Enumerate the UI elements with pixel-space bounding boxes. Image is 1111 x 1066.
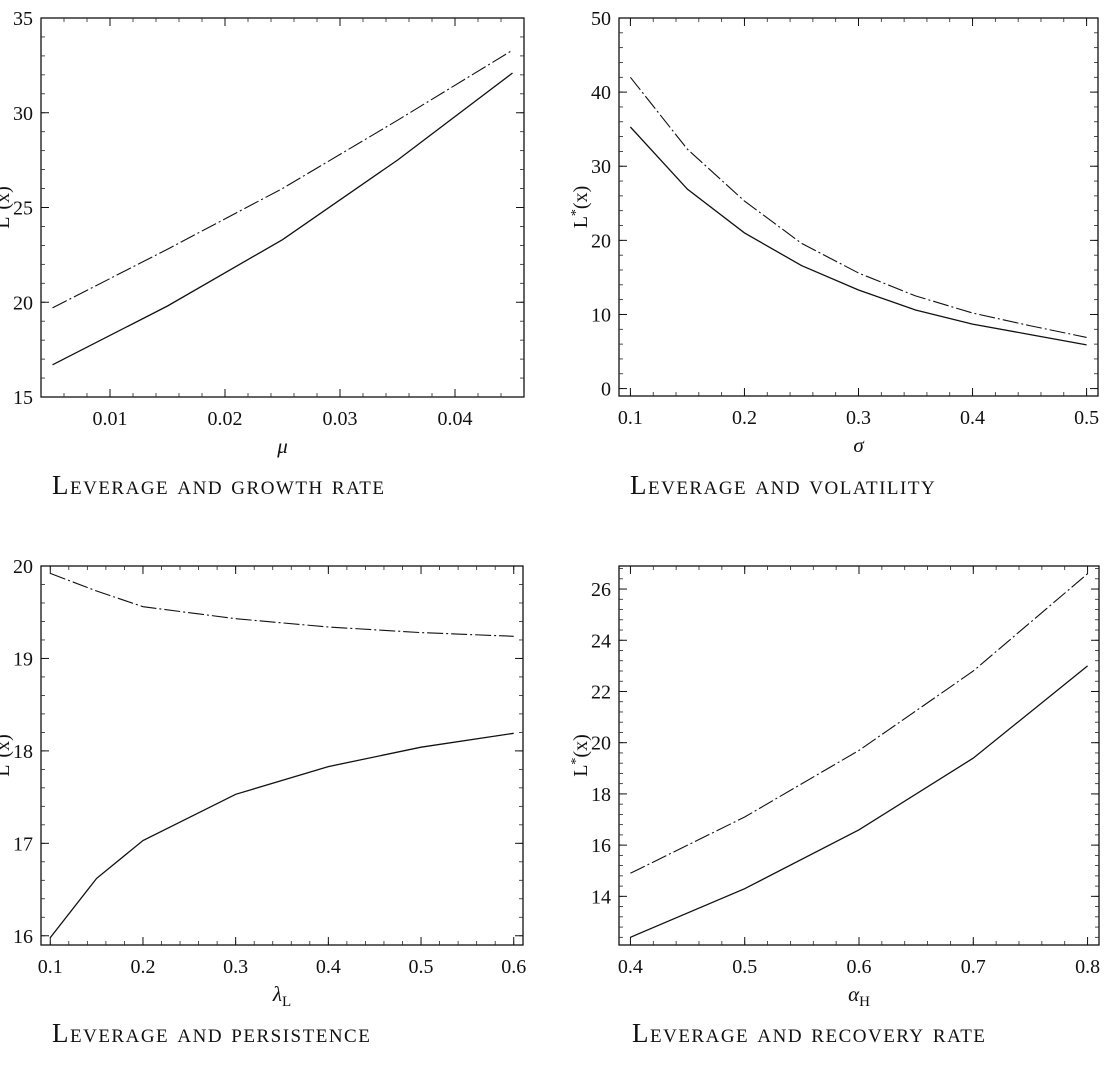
y-tick-label: 17 (13, 833, 33, 855)
y-tick-label: 22 (591, 681, 611, 703)
x-axis-label: σ (853, 433, 865, 457)
series-line-solid (52, 72, 513, 366)
x-tick-label: 0.6 (501, 956, 526, 978)
x-tick-label: 0.5 (732, 956, 757, 978)
series-line-dashed (629, 76, 1087, 338)
y-tick-label: 0 (601, 379, 611, 401)
y-axis-label: L*(x) (0, 734, 14, 777)
y-tick-label: 25 (13, 198, 33, 220)
series-line-dashed (630, 573, 1088, 874)
x-tick-label: 0.7 (961, 956, 986, 978)
caption-panel-3: Leverage and persistence (52, 1018, 372, 1048)
x-axis-label: αH (848, 982, 870, 1010)
x-tick-label: 0.3 (846, 407, 871, 429)
x-tick-label: 0.5 (409, 956, 434, 978)
y-tick-label: 20 (591, 230, 611, 252)
x-tick-label: 0.1 (618, 407, 643, 429)
y-tick-label: 30 (13, 103, 33, 125)
x-tick-label: 0.1 (38, 956, 63, 978)
chart-panel-2: 0.1 0.2 0.3 0.4 0.5 0 10 20 30 40 50 σ L*(x) (569, 8, 1099, 457)
x-tick-label: 0.02 (208, 408, 243, 430)
y-tick-label: 20 (591, 733, 611, 755)
x-tick-label: 0.5 (1074, 407, 1099, 429)
x-tick-label: 0.4 (618, 956, 643, 978)
chart-panel-3: 0.1 0.2 0.3 0.4 0.5 0.6 16 17 18 19 20 λL L*(x) (0, 556, 526, 1010)
series-line-dashed (50, 572, 514, 637)
series-line-solid (629, 126, 1087, 346)
x-tick-label: 0.6 (847, 956, 872, 978)
y-tick-label: 20 (13, 292, 33, 314)
y-axis-label: L*(x) (0, 186, 14, 229)
x-tick-label: 0.4 (316, 956, 341, 978)
x-tick-label: 0.3 (223, 956, 248, 978)
series-line-dashed (52, 49, 513, 309)
series-line-solid (49, 732, 514, 939)
y-tick-label: 40 (591, 82, 611, 104)
x-axis-label: μ (276, 434, 288, 458)
y-tick-label: 26 (591, 579, 611, 601)
chart-panel-1: 0.01 0.02 0.03 0.04 15 20 25 30 35 μ L*(x) (0, 8, 525, 458)
plot-frame (618, 565, 1100, 946)
chart-panel-4: 0.4 0.5 0.6 0.7 0.8 14 16 18 20 22 24 26 αH L*(x) (569, 565, 1100, 1010)
y-tick-label: 20 (13, 556, 33, 578)
y-tick-label: 24 (591, 630, 611, 652)
y-tick-label: 30 (591, 156, 611, 178)
x-tick-label: 0.2 (130, 956, 155, 978)
y-tick-label: 19 (13, 648, 33, 670)
x-tick-label: 0.03 (323, 408, 358, 430)
x-axis-label: λL (272, 982, 291, 1010)
x-tick-label: 0.8 (1075, 956, 1100, 978)
y-tick-label: 18 (13, 741, 33, 763)
y-tick-label: 14 (591, 886, 611, 908)
y-tick-label: 18 (591, 784, 611, 806)
y-tick-label: 16 (13, 926, 33, 948)
y-axis-label: L*(x) (569, 186, 592, 229)
x-tick-label: 0.04 (438, 408, 473, 430)
plot-frame (40, 17, 525, 398)
y-axis-label: L*(x) (569, 734, 592, 777)
y-tick-label: 16 (591, 835, 611, 857)
caption-panel-4: Leverage and recovery rate (632, 1018, 987, 1048)
y-tick-label: 35 (13, 8, 33, 30)
caption-panel-2: Leverage and volatility (630, 470, 937, 500)
plot-frame (40, 565, 524, 946)
y-tick-label: 10 (591, 304, 611, 326)
x-tick-label: 0.4 (960, 407, 985, 429)
series-line-solid (630, 665, 1089, 938)
plot-frame (618, 17, 1099, 397)
x-tick-label: 0.2 (732, 407, 757, 429)
x-tick-label: 0.01 (93, 408, 128, 430)
y-tick-label: 15 (13, 387, 33, 409)
y-tick-label: 50 (591, 8, 611, 30)
caption-panel-1: Leverage and growth rate (52, 470, 386, 500)
